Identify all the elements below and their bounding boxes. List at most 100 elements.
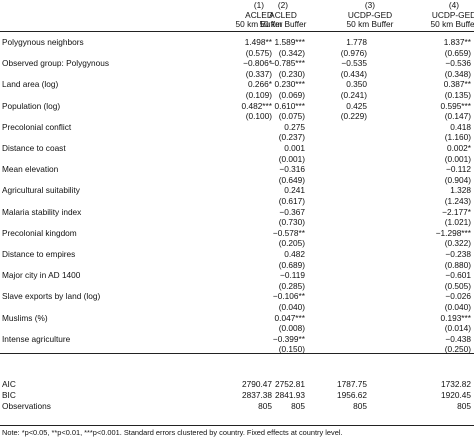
- cell-col-4: −0.112: [446, 164, 471, 175]
- table-row: (0.575) (0.342) (0.976) (0.659): [0, 48, 474, 59]
- cell-col-2: (0.075): [278, 111, 305, 122]
- cell-col-2: (0.008): [278, 323, 305, 334]
- cell-col-2: (0.205): [278, 238, 305, 249]
- table-row: (0.730) (1.021): [0, 217, 474, 228]
- cell-col-2: 0.230***: [274, 79, 305, 90]
- table-row: (0.689) (0.880): [0, 260, 474, 271]
- row-label: Major city in AD 1400: [2, 270, 81, 281]
- column-header-2-source: ACLED: [269, 9, 297, 20]
- cell-col-1: 0.266*: [248, 79, 272, 90]
- cell-col-2: 0.275: [284, 121, 305, 132]
- cell-col-2: −0.399**: [272, 333, 305, 344]
- cell-col-4: (0.040): [444, 302, 471, 312]
- cell-col-4: (0.322): [444, 238, 471, 249]
- table-row: (0.040) (0.040): [0, 302, 474, 313]
- table-row: Agricultural suitability 0.241 1.328: [0, 185, 474, 196]
- cell-col-2: −0.785***: [269, 58, 305, 69]
- cell-col-2: (0.617): [278, 196, 305, 206]
- cell-col-4: (0.505): [444, 280, 471, 291]
- row-label: BIC: [2, 389, 16, 400]
- table-row: (0.285) (0.505): [0, 281, 474, 292]
- column-header-4-buffer: 50 km Buffer: [430, 19, 474, 29]
- column-header-1-buffer: 50 km Buffer: [235, 19, 283, 29]
- cell-col-4: −0.536: [445, 58, 471, 69]
- cell-col-3: 1787.75: [337, 379, 367, 389]
- column-header-3-source: UCDP-GED: [347, 9, 393, 20]
- cell-col-2: 0.241: [284, 185, 305, 196]
- cell-col-2: 2752.81: [275, 379, 305, 389]
- row-label: Observations: [2, 400, 51, 411]
- table-row: Slave exports by land (log) −0.106** −0.02…: [0, 291, 474, 302]
- column-header-2-buffer: 50 km Buffer: [259, 19, 307, 29]
- row-label: Precolonial kingdom: [2, 227, 77, 238]
- row-label: AIC: [2, 379, 16, 389]
- column-header-2-num: (2): [277, 0, 289, 10]
- table-row: (0.001) (0.001): [0, 154, 474, 165]
- row-label: Distance to coast: [2, 143, 66, 153]
- row-label: Slave exports by land (log): [2, 291, 101, 302]
- cell-col-4: (0.250): [444, 344, 471, 355]
- cell-col-4: 1.328: [450, 185, 471, 196]
- cell-col-1: 1.498**: [244, 37, 272, 47]
- cell-col-2: −0.316: [279, 164, 305, 175]
- cell-col-2: 0.047***: [274, 312, 305, 323]
- cell-col-2: 0.610***: [274, 100, 305, 111]
- cell-col-4: (1.160): [444, 132, 471, 143]
- column-header-3-buffer: 50 km Buffer: [346, 19, 394, 29]
- header-rule: [0, 31, 474, 32]
- table-row: Malaria stability index −0.367 −2.177*: [0, 207, 474, 218]
- cell-col-4: 0.193***: [440, 312, 471, 323]
- table-row: (0.649) (0.904): [0, 175, 474, 186]
- table-row: Distance to coast 0.001 0.002*: [0, 143, 474, 154]
- cell-col-3: 0.350: [346, 79, 367, 90]
- column-header-1-num: (1): [253, 0, 265, 10]
- row-label: Observed group: Polygynous: [2, 58, 110, 69]
- stats-rule: [0, 353, 474, 354]
- row-label: Land area (log): [2, 79, 59, 90]
- table-row: (0.337) (0.230) (0.434) (0.348): [0, 69, 474, 80]
- cell-col-4: (1.243): [444, 196, 471, 206]
- cell-col-4: (1.021): [444, 217, 471, 228]
- table-row: Mean elevation −0.316 −0.112: [0, 164, 474, 175]
- stats-row: BIC 2837.38 2841.93 1956.62 1920.45: [0, 390, 474, 401]
- table-row: Observed group: Polygynous −0.806* −0.785*…: [0, 58, 474, 69]
- cell-col-2: (0.069): [278, 90, 305, 100]
- cell-col-4: (0.904): [444, 174, 471, 185]
- table-row: Intense agriculture −0.399** −0.438: [0, 334, 474, 345]
- cell-col-2: (0.689): [278, 259, 305, 270]
- cell-col-3: −0.535: [341, 58, 367, 69]
- table-row: (0.150) (0.250): [0, 344, 474, 355]
- table-row: Major city in AD 1400 −0.119 −0.601: [0, 270, 474, 281]
- cell-col-3: (0.976): [340, 47, 367, 58]
- table-row: (0.205) (0.322): [0, 238, 474, 249]
- cell-col-1: 0.482***: [241, 100, 272, 111]
- cell-col-4: (0.014): [444, 323, 471, 334]
- cell-col-1: 2790.47: [242, 379, 272, 389]
- row-label: Mean elevation: [2, 164, 59, 175]
- cell-col-2: (0.230): [278, 68, 305, 79]
- cell-col-2: (0.001): [278, 153, 305, 164]
- cell-col-2: (0.342): [278, 47, 305, 58]
- cell-col-2: 0.001: [284, 143, 305, 153]
- stats-row: AIC 2790.47 2752.81 1787.75 1732.82: [0, 379, 474, 390]
- cell-col-4: (0.001): [444, 153, 471, 164]
- table-row: Precolonial conflict 0.275 0.418: [0, 122, 474, 133]
- cell-col-4: 1732.82: [441, 379, 471, 389]
- cell-col-4: 805: [457, 400, 471, 411]
- cell-col-4: 0.418: [450, 121, 471, 132]
- column-header-4-source: UCDP-GED: [431, 9, 474, 20]
- cell-col-3: 805: [353, 400, 367, 411]
- cell-col-3: (0.434): [340, 68, 367, 79]
- cell-col-4: −0.438: [445, 333, 471, 344]
- column-header-1-source: ACLED: [245, 9, 273, 20]
- cell-col-2: (0.285): [278, 280, 305, 291]
- cell-col-2: 1.589***: [274, 37, 305, 47]
- table-row: Polygynous neighbors 1.498** 1.589*** 1.778…: [0, 37, 474, 48]
- cell-col-2: −0.578**: [272, 227, 305, 238]
- cell-col-2: (0.730): [278, 217, 305, 228]
- row-label: Intense agriculture: [2, 333, 71, 344]
- cell-col-1: (0.100): [245, 111, 272, 122]
- cell-col-4: 0.387**: [443, 79, 471, 90]
- cell-col-4: −2.177*: [442, 206, 471, 217]
